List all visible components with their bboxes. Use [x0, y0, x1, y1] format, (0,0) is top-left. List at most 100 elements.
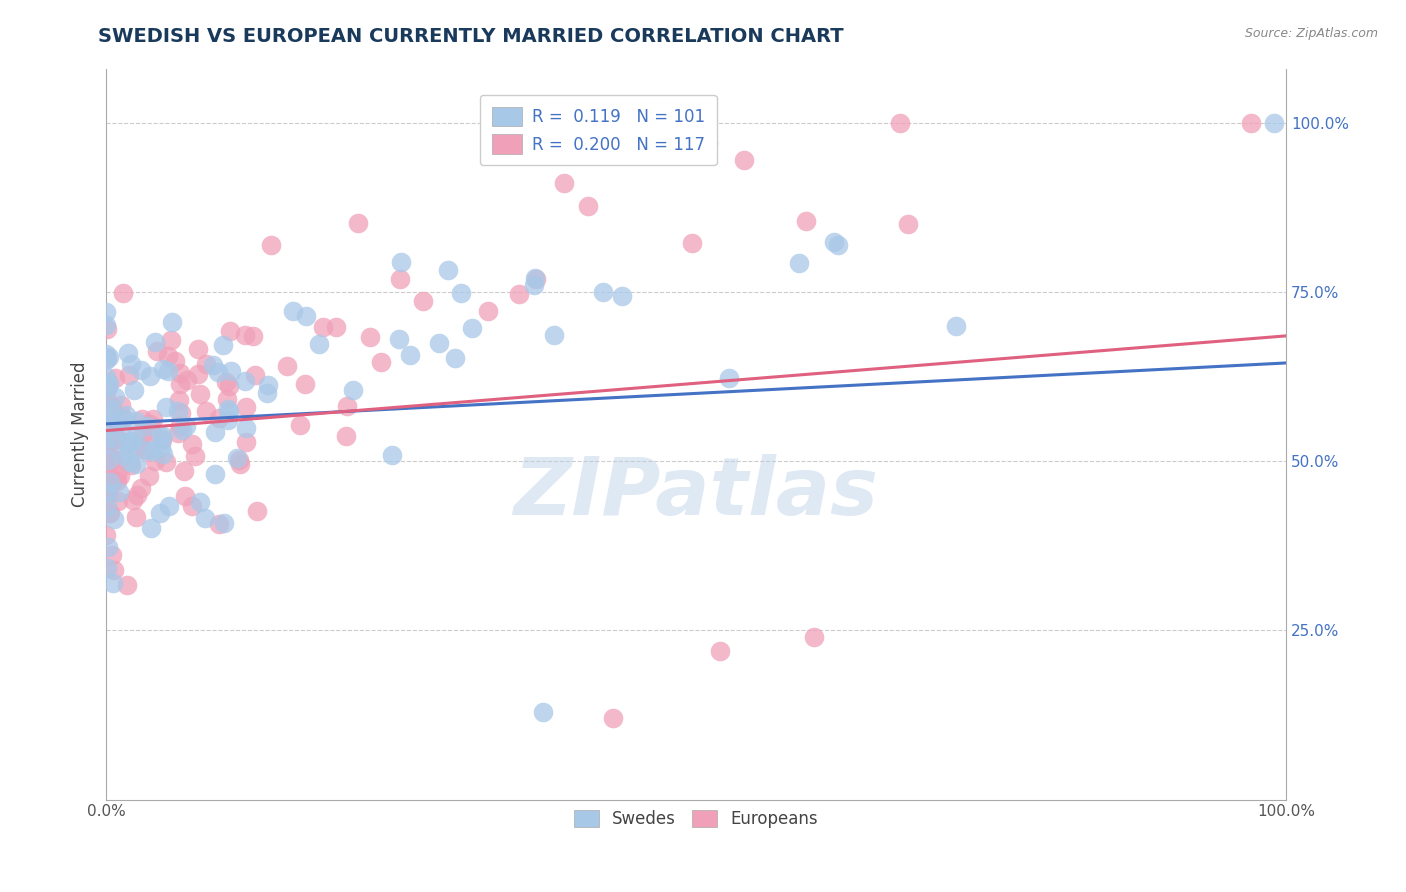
- Point: [225, 450, 247, 465]
- Point: [101, 575, 124, 590]
- Point: [169, 366, 191, 380]
- Point: [115, 408, 138, 422]
- Point: [398, 348, 420, 362]
- Point: [335, 429, 357, 443]
- Point: [105, 415, 128, 429]
- Point: [117, 368, 139, 383]
- Point: [149, 430, 172, 444]
- Point: [94, 391, 117, 405]
- Point: [347, 216, 370, 230]
- Point: [235, 401, 257, 415]
- Point: [553, 176, 575, 190]
- Point: [96, 480, 118, 494]
- Point: [105, 430, 128, 444]
- Point: [235, 421, 257, 435]
- Point: [229, 457, 252, 471]
- Point: [96, 351, 118, 365]
- Point: [733, 153, 755, 167]
- Point: [387, 332, 409, 346]
- Point: [131, 411, 153, 425]
- Point: [110, 468, 132, 483]
- Point: [152, 362, 174, 376]
- Point: [167, 404, 190, 418]
- Point: [215, 375, 238, 389]
- Y-axis label: Currently Married: Currently Married: [72, 361, 89, 507]
- Point: [97, 380, 120, 394]
- Point: [697, 136, 720, 150]
- Point: [389, 271, 412, 285]
- Point: [187, 342, 209, 356]
- Point: [336, 399, 359, 413]
- Point: [96, 353, 118, 368]
- Point: [97, 350, 120, 364]
- Point: [97, 453, 120, 467]
- Point: [359, 330, 381, 344]
- Point: [96, 499, 118, 513]
- Point: [381, 448, 404, 462]
- Point: [218, 324, 240, 338]
- Point: [160, 315, 183, 329]
- Point: [100, 475, 122, 490]
- Point: [169, 377, 191, 392]
- Point: [1239, 116, 1261, 130]
- Point: [96, 322, 118, 336]
- Point: [143, 454, 166, 468]
- Point: [787, 256, 810, 270]
- Point: [194, 404, 217, 418]
- Point: [592, 285, 614, 299]
- Point: [342, 383, 364, 397]
- Point: [125, 488, 148, 502]
- Point: [945, 318, 967, 333]
- Point: [235, 434, 257, 449]
- Point: [94, 482, 117, 496]
- Point: [149, 506, 172, 520]
- Legend: Swedes, Europeans: Swedes, Europeans: [567, 804, 825, 835]
- Point: [117, 435, 139, 450]
- Point: [436, 262, 458, 277]
- Point: [157, 499, 180, 513]
- Text: Source: ZipAtlas.com: Source: ZipAtlas.com: [1244, 27, 1378, 40]
- Point: [152, 429, 174, 443]
- Point: [94, 462, 117, 476]
- Point: [96, 528, 118, 542]
- Point: [121, 493, 143, 508]
- Point: [190, 387, 212, 401]
- Point: [212, 516, 235, 531]
- Point: [218, 379, 240, 393]
- Point: [823, 235, 845, 249]
- Point: [112, 450, 135, 465]
- Point: [136, 443, 159, 458]
- Point: [169, 419, 191, 434]
- Point: [166, 425, 188, 440]
- Point: [155, 401, 177, 415]
- Point: [107, 494, 129, 508]
- Point: [94, 435, 117, 450]
- Point: [208, 411, 231, 425]
- Point: [794, 214, 817, 228]
- Point: [228, 453, 250, 467]
- Point: [111, 449, 134, 463]
- Point: [120, 455, 142, 469]
- Point: [681, 235, 703, 250]
- Point: [142, 412, 165, 426]
- Point: [602, 711, 624, 725]
- Point: [115, 578, 138, 592]
- Point: [96, 305, 118, 319]
- Text: ZIPatlas: ZIPatlas: [513, 453, 879, 532]
- Point: [180, 437, 202, 451]
- Point: [709, 643, 731, 657]
- Point: [97, 487, 120, 501]
- Point: [100, 402, 122, 417]
- Point: [117, 345, 139, 359]
- Point: [256, 386, 278, 401]
- Point: [204, 467, 226, 482]
- Point: [245, 368, 267, 382]
- Point: [294, 309, 316, 323]
- Point: [897, 217, 920, 231]
- Point: [152, 447, 174, 461]
- Point: [150, 433, 173, 447]
- Point: [94, 436, 117, 450]
- Point: [94, 347, 117, 361]
- Point: [163, 353, 186, 368]
- Point: [204, 425, 226, 439]
